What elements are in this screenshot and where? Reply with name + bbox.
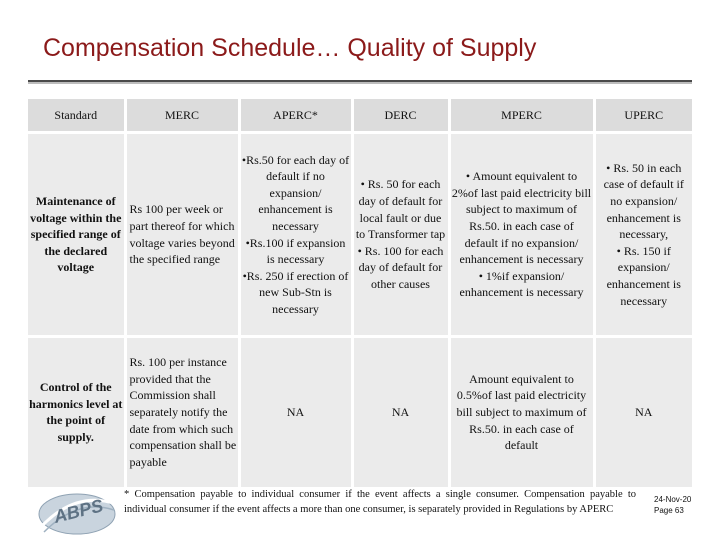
cell-aperc-voltage: •Rs.50 for each day of default if no exp… — [239, 131, 354, 338]
table-row: Maintenance of voltage within the specif… — [28, 131, 692, 338]
aperc-voltage-item-2: •Rs.100 if expansion is necessary — [245, 235, 346, 267]
header-aperc: APERC* — [239, 99, 354, 133]
cell-standard-voltage: Maintenance of voltage within the specif… — [28, 131, 127, 338]
footnote: * Compensation payable to individual con… — [124, 489, 636, 515]
title-rule — [28, 80, 692, 82]
cell-uperc-harmonics: NA — [594, 336, 692, 487]
cell-mperc-voltage: • Amount equivalent to 2%of last paid el… — [449, 131, 596, 338]
slide-title: Compensation Schedule… Quality of Supply — [43, 34, 537, 62]
cell-merc-voltage: Rs 100 per week or part thereof for whic… — [125, 131, 241, 338]
cell-derc-harmonics: NA — [352, 336, 451, 487]
cell-standard-harmonics: Control of the harmonics level at the po… — [28, 336, 127, 487]
cell-uperc-voltage: • Rs. 50 in each case of default if no e… — [594, 131, 692, 338]
table-row: Control of the harmonics level at the po… — [28, 336, 692, 487]
cell-merc-harmonics: Rs. 100 per instance provided that the C… — [125, 336, 241, 487]
title-rule-shadow — [28, 82, 692, 84]
aperc-voltage-item-3: •Rs. 250 if erection of new Sub-Stn is n… — [242, 268, 349, 316]
header-uperc: UPERC — [594, 99, 692, 133]
table-header-row: Standard MERC APERC* DERC MPERC UPERC — [28, 99, 692, 133]
cell-mperc-harmonics: Amount equivalent to 0.5%of last paid el… — [449, 336, 596, 487]
header-merc: MERC — [125, 99, 241, 133]
uperc-voltage-item-2: • Rs. 150 if expansion/ enhancement is n… — [606, 243, 681, 308]
header-derc: DERC — [352, 99, 451, 133]
cell-derc-voltage: • Rs. 50 for each day of default for loc… — [352, 131, 451, 338]
compensation-table: Standard MERC APERC* DERC MPERC UPERC Ma… — [28, 99, 692, 487]
aperc-voltage-item-1: •Rs.50 for each day of default if no exp… — [241, 152, 350, 233]
mperc-voltage-item-2: • 1%if expansion/ enhancement is necessa… — [459, 268, 584, 300]
header-standard: Standard — [28, 99, 127, 133]
abps-logo: ABPS — [38, 493, 117, 535]
mperc-voltage-item-1: • Amount equivalent to 2%of last paid el… — [451, 169, 592, 267]
header-mperc: MPERC — [449, 99, 596, 133]
uperc-voltage-item-1: • Rs. 50 in each case of default if no e… — [603, 160, 684, 242]
date-page-info: 24-Nov-20 Page 63 — [654, 494, 691, 516]
page-number: Page 63 — [654, 506, 684, 515]
slide-date: 24-Nov-20 — [654, 495, 692, 504]
derc-voltage-item-2: • Rs. 100 for each day of default for ot… — [357, 243, 444, 291]
cell-aperc-harmonics: NA — [239, 336, 354, 487]
derc-voltage-item-1: • Rs. 50 for each day of default for loc… — [355, 177, 446, 242]
